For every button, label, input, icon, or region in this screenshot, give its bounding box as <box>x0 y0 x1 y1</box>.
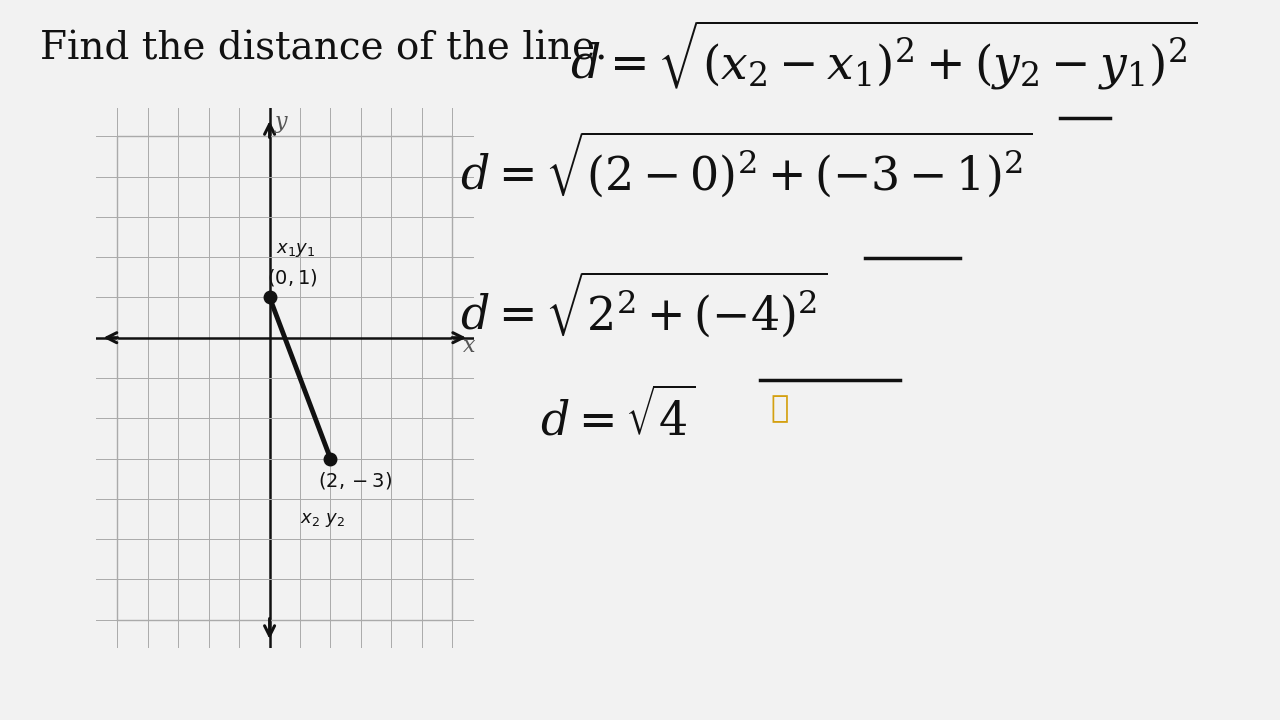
Text: $x_1 y_1$: $x_1 y_1$ <box>275 241 315 259</box>
Text: x: x <box>463 335 475 357</box>
Text: $d = \sqrt{(2 - 0)^2 + (-3 - 1)^2}$: $d = \sqrt{(2 - 0)^2 + (-3 - 1)^2}$ <box>460 130 1033 200</box>
Text: y: y <box>275 111 288 133</box>
Text: $(2, -3)$: $(2, -3)$ <box>319 470 393 491</box>
Text: $d = \sqrt{(x_2 - x_1)^2 + (y_2 - y_1)^2}$: $d = \sqrt{(x_2 - x_1)^2 + (y_2 - y_1)^2… <box>570 18 1197 91</box>
Text: 🖊: 🖊 <box>771 393 788 424</box>
Text: $d = \sqrt{4}$: $d = \sqrt{4}$ <box>540 390 695 446</box>
Text: $(0, 1)$: $(0, 1)$ <box>266 267 317 288</box>
Text: Find the distance of the line.: Find the distance of the line. <box>40 30 608 67</box>
Text: $d = \sqrt{2^2 + (-4)^2}$: $d = \sqrt{2^2 + (-4)^2}$ <box>460 270 827 340</box>
Text: $x_2\  y_2$: $x_2\ y_2$ <box>300 511 344 529</box>
